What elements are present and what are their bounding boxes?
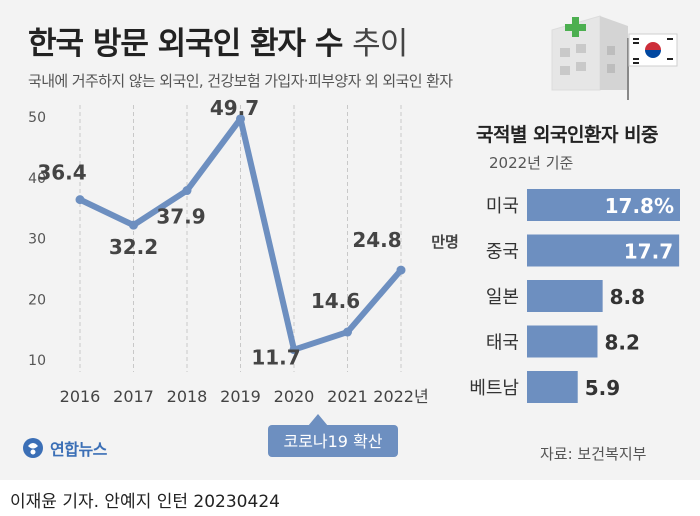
hospital-icon	[551, 15, 628, 91]
x-tick-label-2018: 2018	[167, 387, 208, 406]
annotation-covid: 코로나19 확산	[283, 432, 382, 451]
data-point-2016	[75, 195, 85, 205]
page-subtitle: 국내에 거주하지 않는 외국인, 건강보험 가입자·피부양자 외 외국인 환자	[28, 72, 453, 90]
bar-value-2: 8.8	[610, 285, 645, 309]
yonhap-logo-icon	[23, 438, 43, 458]
bar-2	[527, 280, 603, 312]
bar-value-4: 5.9	[585, 376, 620, 400]
bar-1	[527, 234, 680, 267]
data-point-2018	[182, 186, 192, 196]
data-label-2018: 37.9	[156, 205, 205, 229]
data-label-2016: 36.4	[37, 161, 86, 185]
x-tick-label-2016: 2016	[60, 387, 101, 406]
data-point-2019	[236, 114, 245, 124]
credit-line: 이재윤 기자. 안예지 인턴 20230424	[10, 492, 280, 512]
bar-value-3: 8.2	[604, 331, 639, 355]
data-point-2021	[343, 327, 352, 337]
y-tick-label-10: 10	[28, 353, 46, 369]
y-tick-label-30: 30	[28, 232, 46, 248]
data-label-2019: 49.7	[210, 96, 259, 120]
data-label-2021: 14.6	[311, 289, 360, 313]
bar-3	[527, 325, 598, 358]
x-tick-label-2019: 2019	[220, 387, 261, 406]
bar-category-0: 미국	[486, 196, 519, 217]
bar-category-3: 태국	[486, 333, 519, 354]
x-tick-label-2021: 2021	[327, 387, 368, 406]
annotation-pointer	[308, 414, 328, 426]
title-main: 한국 방문 외국인 환자 수	[28, 26, 343, 62]
x-tick-label-2022: 2022년	[373, 387, 428, 406]
yonhap-logo: 연합뉴스	[22, 436, 107, 460]
y-tick-label-40: 40	[28, 171, 46, 187]
data-point-2022	[396, 265, 406, 275]
source-note: 자료: 보건복지부	[540, 445, 647, 463]
data-label-2020: 11.7	[251, 346, 300, 370]
korean-flag-icon	[627, 33, 678, 100]
bar-chart-title: 국적별 외국인환자 비중	[476, 124, 659, 146]
bar-chart-subtitle: 2022년 기준	[489, 154, 574, 172]
page-title: 한국 방문 외국인 환자 수 추이	[28, 18, 408, 63]
bar-0	[527, 189, 680, 221]
data-point-2020	[289, 345, 299, 355]
x-tick-label-2020: 2020	[274, 387, 315, 406]
chart-canvas: 10 20 30 40 50 2016 2017 2018 2019 2020 2021 2022년…	[28, 15, 680, 457]
bar-category-2: 일본	[486, 287, 519, 308]
data-label-2017: 32.2	[109, 235, 158, 259]
y-tick-label-50: 50	[28, 110, 46, 126]
data-label-2022: 24.8	[352, 228, 401, 252]
title-suffix: 추이	[352, 26, 408, 62]
bar-4	[527, 371, 578, 403]
bar-category-1: 중국	[486, 242, 519, 263]
annotation-box	[268, 425, 398, 457]
data-point-2017	[129, 220, 138, 230]
logo-text: 연합뉴스	[50, 440, 107, 459]
bar-category-4: 베트남	[469, 378, 519, 399]
y-tick-label-20: 20	[28, 292, 46, 308]
x-tick-label-2017: 2017	[113, 387, 154, 406]
bar-value-1: 17.7	[624, 240, 673, 264]
bar-value-0: 17.8%	[605, 194, 674, 218]
unit-label: 만명	[431, 233, 459, 251]
